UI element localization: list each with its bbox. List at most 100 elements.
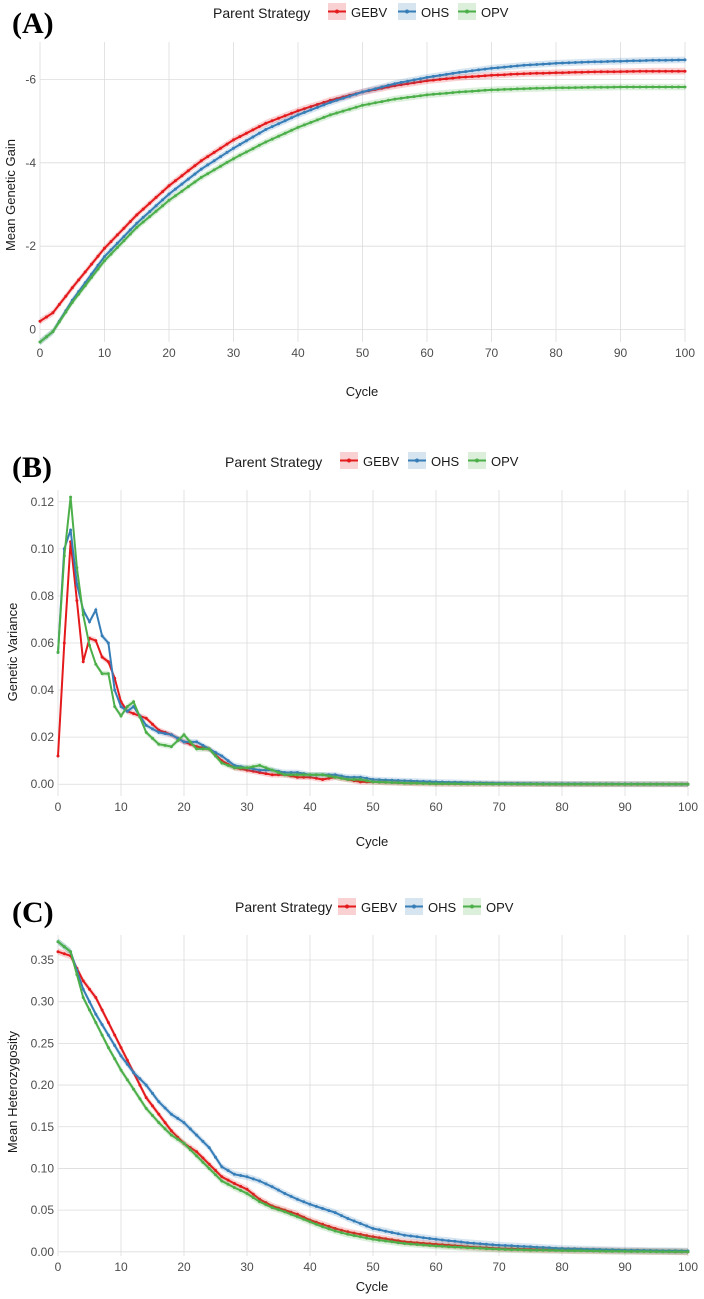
panel-c-data-point-opv [132,1087,136,1091]
panel-c-x-tick-label: 10 [114,1260,128,1274]
panel-a-data-point-gebv [232,138,235,142]
panel-a-data-point-opv [361,103,364,107]
panel-a-data-point-ohs [193,172,197,176]
panel-a-data-point-ohs [412,78,416,82]
panel-b-data-point-opv [560,782,564,786]
panel-a-data-point-ohs [522,63,526,67]
panel-b-data-point-opv [629,782,633,786]
panel-c-data-point-opv [365,1236,369,1240]
panel-b-data-point-ohs [358,775,362,779]
panel-c-data-point-opv [220,1179,224,1183]
legend-title: Parent Strategy [213,5,310,21]
panel-b-data-point-opv [535,782,539,786]
panel-c-data-point-ohs [541,1246,545,1249]
panel-b-data-point-opv [686,782,690,786]
panel-a-data-point-ohs [212,159,216,163]
panel-b-data-point-opv [125,705,129,709]
panel-b-data-point-opv [566,782,570,786]
panel-a-data-point-gebv [399,83,403,87]
panel-c-data-point-ohs [377,1228,381,1232]
panel-c-data-point-gebv [100,1008,104,1012]
panel-a-data-point-opv [90,275,94,279]
panel-b-data-point-opv [308,773,312,777]
panel-b-data-point-ohs [100,634,104,638]
panel-a-x-tick-label: 100 [675,346,695,360]
panel-b-x-tick-label: 60 [429,800,443,814]
panel-c-data-point-opv [321,1225,325,1229]
panel-a-data-point-opv [677,85,680,89]
panel-c-data-point-opv [302,1217,306,1221]
panel-c-data-point-ohs [308,1202,312,1206]
panel-c-data-point-ohs [529,1245,532,1249]
panel-a-data-point-opv [483,88,487,92]
panel-b-data-point-ohs [119,705,123,709]
panel-c-data-point-ohs [421,1236,425,1240]
panel-b-data-point-ohs [258,768,262,772]
panel-b-data-point-opv [516,782,520,786]
panel-a-label: (A) [12,7,54,40]
panel-a-data-point-gebv [580,70,584,74]
panel-b-data-point-opv [371,780,375,784]
panel-a-data-point-opv [109,252,113,256]
panel-c-data-point-opv [188,1148,192,1152]
panel-b-data-point-ohs [396,779,400,782]
panel-b-data-point-opv [232,766,236,770]
panel-a-data-point-opv [541,86,545,90]
panel-c-x-tick-label: 50 [366,1260,380,1274]
panel-b-data-point-gebv [56,754,60,758]
panel-a-x-tick-label: 60 [420,346,434,360]
legend-label-gebv: GEBV [363,454,399,469]
panel-a-data-point-gebv [64,294,68,298]
panel-c-x-tick-label: 0 [55,1260,62,1274]
panel-c-x-axis-title: Cycle [356,1279,389,1294]
panel-b-x-tick-label: 40 [303,800,317,814]
panel-c-data-point-opv [667,1250,671,1254]
panel-b-data-point-opv [220,761,224,765]
panel-a-data-point-ohs [277,122,281,126]
panel-c-data-point-ohs [214,1155,217,1159]
panel-c-data-point-gebv [119,1046,123,1050]
panel-b-data-point-opv [176,739,180,743]
panel-b-x-tick-label: 90 [618,800,632,814]
panel-b-data-point-opv [472,782,476,786]
panel-a-data-point-ohs [199,167,203,171]
panel-c-data-point-opv [629,1250,633,1253]
panel-b-data-point-gebv [308,775,312,779]
panel-c-data-point-gebv [365,1234,369,1238]
panel-a-data-point-opv [457,90,461,94]
panel-a-data-point-opv [573,86,577,90]
legend-label-opv: OPV [486,900,514,915]
panel-b-data-point-opv [56,650,60,654]
panel-c-data-point-opv [201,1160,205,1164]
panel-b-data-point-ohs [106,641,110,645]
panel-a-data-point-opv [283,131,287,135]
panel-b-data-point-opv [151,736,154,740]
panel-b-data-point-gebv [106,660,110,664]
panel-a-data-point-gebv [154,195,158,199]
panel-a-data-point-gebv [51,311,55,315]
panel-a-x-tick-label: 10 [98,346,112,360]
panel-a-data-point-gebv [128,220,132,224]
panel-a-data-point-opv [290,128,294,132]
panel-c-data-point-gebv [94,996,98,999]
panel-a-data-point-ohs [283,119,287,123]
panel-c-data-point-ohs [434,1237,438,1241]
panel-b-data-point-ohs [226,759,230,763]
panel-a-data-point-opv [199,175,203,179]
panel-a-data-point-opv [451,91,455,95]
panel-c-data-point-opv [384,1239,388,1243]
panel-b-data-point-ohs [69,528,73,532]
panel-c-data-point-ohs [119,1054,123,1058]
panel-c-data-point-ohs [88,1000,91,1004]
panel-b-data-point-ohs [251,767,255,771]
legend-label-ohs: OHS [428,900,457,915]
panel-c-x-tick-label: 80 [555,1260,569,1274]
panel-c-data-point-ohs [516,1244,520,1248]
panel-b-data-point-ohs [201,743,205,747]
panel-c-data-point-opv [447,1245,451,1249]
panel-c-data-point-opv [566,1249,570,1253]
panel-c-data-point-ohs [510,1244,514,1248]
panel-a-x-tick-label: 50 [356,346,370,360]
panel-a-data-point-ohs [103,255,106,259]
panel-b-y-tick-label: 0.08 [31,589,55,603]
